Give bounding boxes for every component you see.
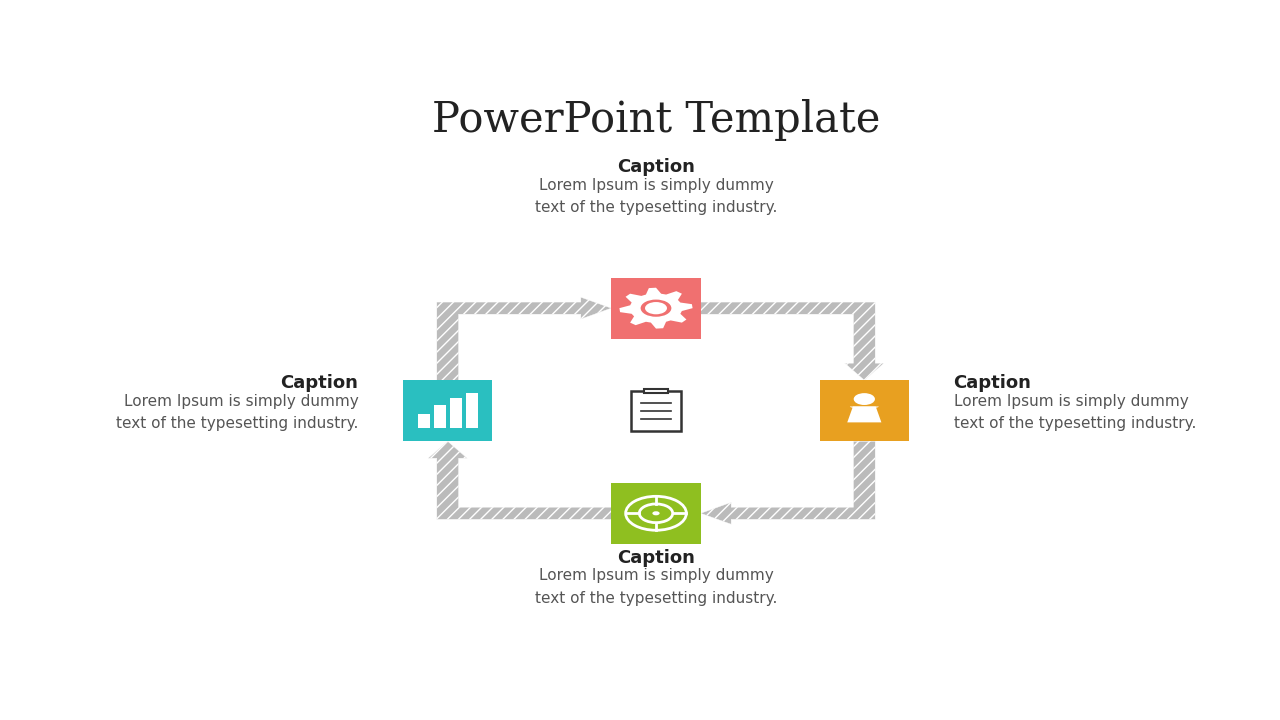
Text: Caption: Caption	[954, 374, 1032, 392]
Text: Lorem Ipsum is simply dummy
text of the typesetting industry.: Lorem Ipsum is simply dummy text of the …	[954, 394, 1196, 431]
FancyBboxPatch shape	[434, 405, 445, 428]
Circle shape	[640, 300, 672, 317]
FancyBboxPatch shape	[612, 278, 700, 338]
FancyBboxPatch shape	[466, 393, 477, 428]
Polygon shape	[847, 407, 882, 423]
Polygon shape	[436, 297, 612, 380]
Text: Caption: Caption	[617, 158, 695, 176]
Polygon shape	[850, 407, 879, 409]
Circle shape	[653, 511, 659, 516]
Polygon shape	[700, 441, 876, 524]
FancyBboxPatch shape	[612, 483, 700, 544]
FancyBboxPatch shape	[819, 380, 909, 441]
Polygon shape	[620, 288, 692, 328]
Polygon shape	[428, 441, 612, 519]
Circle shape	[645, 302, 667, 315]
FancyBboxPatch shape	[644, 389, 668, 393]
Text: Lorem Ipsum is simply dummy
text of the typesetting industry.: Lorem Ipsum is simply dummy text of the …	[535, 178, 777, 215]
Text: Lorem Ipsum is simply dummy
text of the typesetting industry.: Lorem Ipsum is simply dummy text of the …	[116, 394, 358, 431]
FancyBboxPatch shape	[449, 398, 462, 428]
Text: PowerPoint Template: PowerPoint Template	[431, 99, 881, 140]
FancyBboxPatch shape	[417, 414, 430, 428]
Circle shape	[854, 393, 876, 405]
Text: Caption: Caption	[280, 374, 358, 392]
Polygon shape	[700, 302, 884, 380]
Text: Lorem Ipsum is simply dummy
text of the typesetting industry.: Lorem Ipsum is simply dummy text of the …	[535, 568, 777, 606]
Text: Caption: Caption	[617, 549, 695, 567]
FancyBboxPatch shape	[403, 380, 493, 441]
